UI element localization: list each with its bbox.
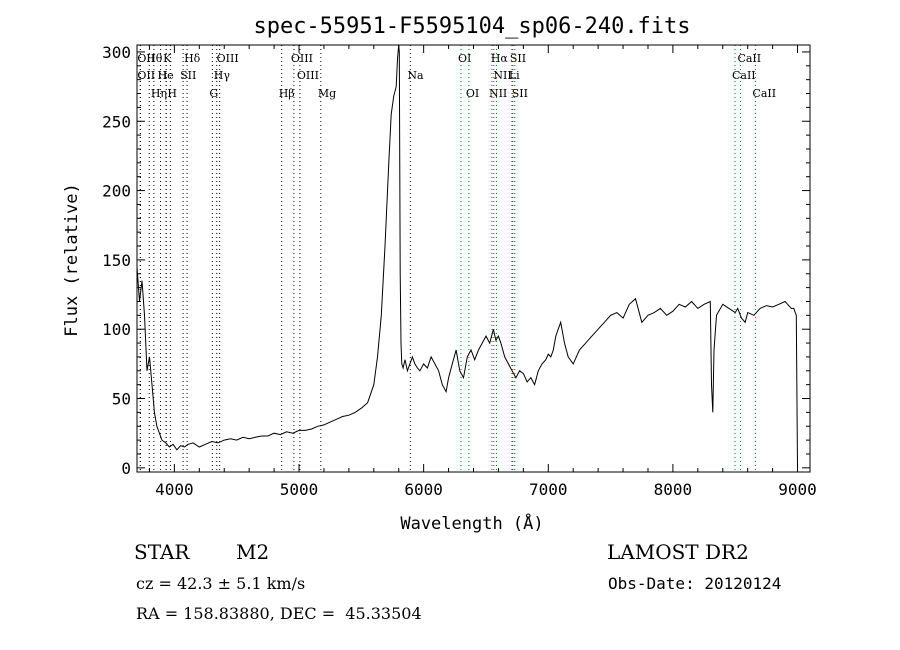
line-marker-label: I [163, 69, 167, 82]
line-marker-label: OI [466, 87, 479, 100]
line-marker-label: SII [180, 69, 196, 82]
x-tick-label: 5000 [280, 480, 319, 499]
line-marker-label: He [158, 69, 174, 82]
y-tick-label: 100 [102, 320, 131, 339]
line-marker-label: Mg [318, 87, 336, 100]
x-tick-label: 7000 [529, 480, 568, 499]
coordinates: RA = 158.83880, DEC = 45.33504 [136, 604, 422, 623]
y-tick-label: 0 [121, 459, 131, 478]
survey-label: LAMOST DR2 [607, 540, 749, 564]
line-marker-label: NII [493, 69, 511, 82]
line-marker-label: NII [489, 87, 507, 100]
y-tick-label: 50 [112, 390, 131, 409]
y-tick-label: 200 [102, 182, 131, 201]
x-axis-label: Wavelength (Å) [400, 512, 543, 534]
line-marker-label: Hβ [279, 87, 295, 100]
y-tick-label: 250 [102, 112, 131, 131]
line-marker-label: Na [407, 69, 424, 82]
line-marker-label: OII [137, 52, 155, 65]
line-marker-label: Hθ [146, 52, 163, 65]
y-axis-label: Flux (relative) [62, 183, 82, 337]
line-marker-label: OIII [217, 52, 239, 65]
chart-title: spec-55951-F5595104_sp06-240.fits [253, 14, 690, 39]
subclass-label: M2 [236, 540, 270, 564]
line-marker-label: OIII [291, 52, 313, 65]
line-marker-label: Hγ [214, 69, 231, 82]
x-tick-label: 4000 [155, 480, 194, 499]
line-marker-label: SII [512, 87, 528, 100]
line-marker-label: SII [510, 52, 526, 65]
line-marker-label: Hα [491, 52, 509, 65]
axis-ticks: 4000 5000 6000 7000 8000 9000 0 50 100 150 200 250 3… [102, 43, 817, 499]
line-marker-label: G [209, 87, 218, 100]
line-marker-label: OII [137, 69, 155, 82]
line-marker-label: K [163, 52, 172, 65]
x-tick-label: 8000 [654, 480, 693, 499]
spectrum-line [136, 44, 798, 468]
x-tick-label: 9000 [778, 480, 817, 499]
y-tick-label: 300 [102, 43, 131, 62]
spectrum-series [136, 44, 798, 468]
line-marker-label: CaII [737, 52, 761, 65]
line-marker-label: OI [458, 52, 471, 65]
line-marker-label: H [167, 87, 177, 100]
x-tick-label: 6000 [404, 480, 443, 499]
cz-value: cz = 42.3 ± 5.1 km/s [136, 574, 306, 593]
line-marker-label: Hδ [184, 52, 201, 65]
line-marker-label: Hη [151, 87, 167, 100]
class-label: STAR [134, 540, 190, 564]
y-tick-label: 150 [102, 251, 131, 270]
line-marker-label: Li [509, 69, 520, 82]
line-marker-label: OIII [297, 69, 319, 82]
line-marker-label: CaII [732, 69, 756, 82]
line-marker-label: CaII [752, 87, 776, 100]
plot-frame [136, 44, 811, 473]
obs-date: Obs-Date: 20120124 [608, 574, 782, 593]
